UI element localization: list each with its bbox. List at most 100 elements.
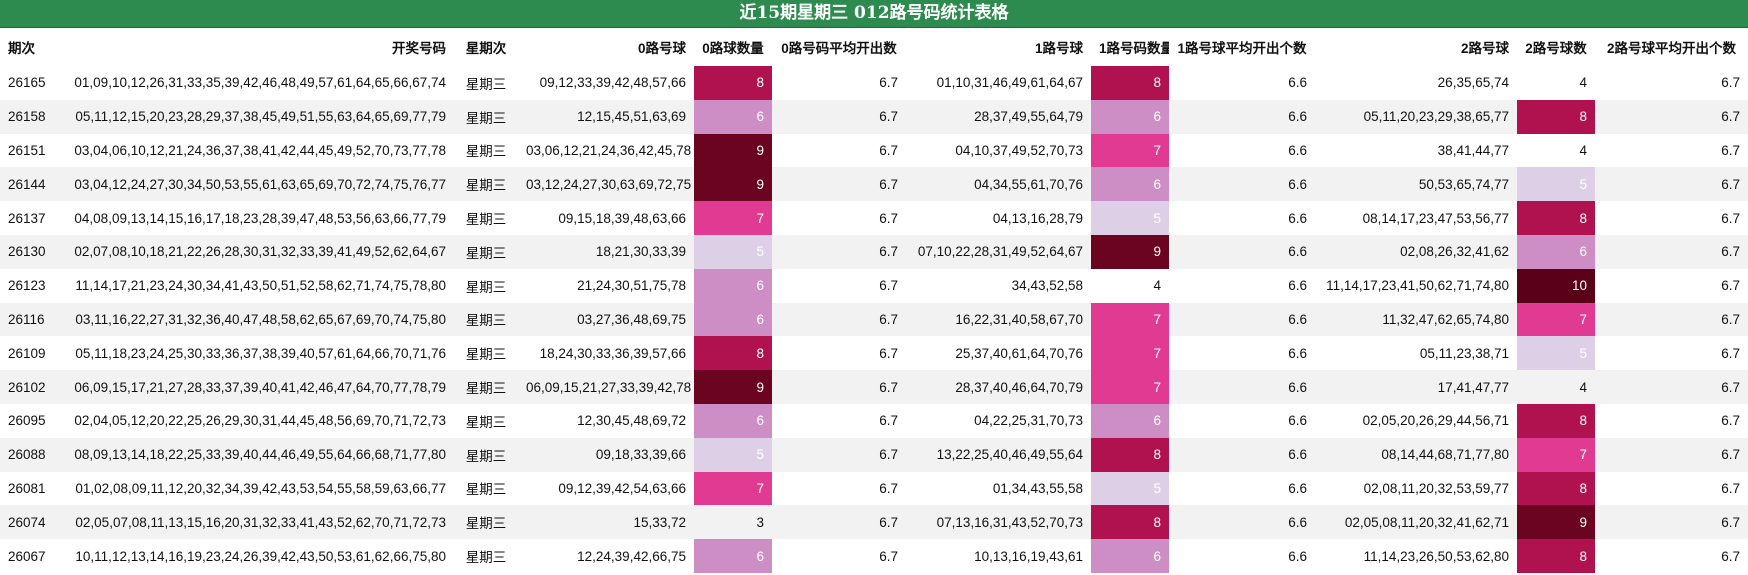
cell-issue: 26088 bbox=[0, 437, 57, 472]
cell-zero-avg: 6.7 bbox=[772, 437, 906, 472]
cell-zero-count: 7 bbox=[694, 201, 772, 235]
table-body: 26165 01,09,10,12,26,31,33,35,39,42,46,48… bbox=[0, 66, 1748, 573]
cell-weekday: 星期三 bbox=[454, 268, 518, 303]
cell-two-count: 10 bbox=[1517, 268, 1595, 303]
cell-one-route: 13,22,25,40,46,49,55,64 bbox=[906, 437, 1091, 472]
table-row: 26095 02,04,05,12,20,22,25,26,29,30,31,44… bbox=[0, 403, 1748, 438]
cell-numbers: 08,09,13,14,18,22,25,33,39,40,44,46,49,5… bbox=[57, 437, 454, 472]
cell-one-route: 04,34,55,61,70,76 bbox=[906, 167, 1091, 202]
cell-numbers: 06,09,15,17,21,27,28,33,37,39,40,41,42,4… bbox=[57, 370, 454, 404]
cell-two-avg: 6.7 bbox=[1595, 437, 1748, 472]
table-row: 26109 05,11,18,23,24,25,30,33,36,37,38,39… bbox=[0, 336, 1748, 371]
cell-one-count: 7 bbox=[1091, 336, 1169, 371]
cell-one-route: 01,34,43,55,58 bbox=[906, 471, 1091, 506]
cell-one-avg: 6.6 bbox=[1169, 234, 1315, 269]
cell-zero-avg: 6.7 bbox=[772, 201, 906, 235]
cell-two-avg: 6.7 bbox=[1595, 133, 1748, 168]
cell-issue: 26116 bbox=[0, 302, 57, 337]
cell-numbers: 02,07,08,10,18,21,22,26,28,30,31,32,33,3… bbox=[57, 234, 454, 269]
cell-numbers: 02,04,05,12,20,22,25,26,29,30,31,44,45,4… bbox=[57, 403, 454, 438]
cell-one-avg: 6.6 bbox=[1169, 403, 1315, 438]
cell-two-count: 4 bbox=[1517, 133, 1595, 168]
cell-one-count: 5 bbox=[1091, 201, 1169, 235]
cell-two-route: 38,41,44,77 bbox=[1315, 133, 1517, 168]
table-row: 26074 02,05,07,08,11,13,15,16,20,31,32,33… bbox=[0, 505, 1748, 540]
cell-one-count: 8 bbox=[1091, 437, 1169, 472]
cell-issue: 26130 bbox=[0, 234, 57, 269]
cell-zero-route: 12,30,45,48,69,72 bbox=[518, 403, 694, 438]
cell-one-avg: 6.6 bbox=[1169, 336, 1315, 371]
cell-two-count: 4 bbox=[1517, 370, 1595, 404]
cell-issue: 26158 bbox=[0, 99, 57, 134]
cell-zero-route: 18,21,30,33,39 bbox=[518, 234, 694, 269]
cell-one-route: 16,22,31,40,58,67,70 bbox=[906, 302, 1091, 337]
cell-zero-count: 6 bbox=[694, 539, 772, 573]
cell-one-count: 8 bbox=[1091, 66, 1169, 100]
header-one-count: 1路号码数量 bbox=[1091, 28, 1169, 66]
cell-two-route: 17,41,47,77 bbox=[1315, 370, 1517, 404]
cell-one-avg: 6.6 bbox=[1169, 471, 1315, 506]
cell-numbers: 03,04,06,10,12,21,24,36,37,38,41,42,44,4… bbox=[57, 133, 454, 168]
cell-zero-avg: 6.7 bbox=[772, 539, 906, 573]
cell-one-count: 7 bbox=[1091, 370, 1169, 404]
cell-one-avg: 6.6 bbox=[1169, 302, 1315, 337]
cell-numbers: 05,11,12,15,20,23,28,29,37,38,45,49,51,5… bbox=[57, 99, 454, 134]
table-row: 26116 03,11,16,22,27,31,32,36,40,47,48,58… bbox=[0, 302, 1748, 337]
cell-zero-route: 18,24,30,33,36,39,57,66 bbox=[518, 336, 694, 371]
cell-issue: 26067 bbox=[0, 539, 57, 573]
cell-zero-avg: 6.7 bbox=[772, 403, 906, 438]
cell-issue: 26123 bbox=[0, 268, 57, 303]
cell-issue: 26095 bbox=[0, 403, 57, 438]
cell-two-route: 02,05,08,11,20,32,41,62,71 bbox=[1315, 505, 1517, 540]
cell-zero-count: 5 bbox=[694, 234, 772, 269]
cell-two-route: 08,14,17,23,47,53,56,77 bbox=[1315, 201, 1517, 235]
cell-issue: 26137 bbox=[0, 201, 57, 235]
stats-table: 期次 开奖号码 星期次 0路号球 0路球数量 0路号码平均开出数 1路号球 1路… bbox=[0, 28, 1748, 573]
cell-two-count: 9 bbox=[1517, 505, 1595, 540]
cell-weekday: 星期三 bbox=[454, 302, 518, 337]
cell-one-route: 28,37,40,46,64,70,79 bbox=[906, 370, 1091, 404]
cell-two-count: 8 bbox=[1517, 403, 1595, 438]
cell-two-avg: 6.7 bbox=[1595, 370, 1748, 404]
cell-one-avg: 6.6 bbox=[1169, 133, 1315, 168]
cell-two-route: 26,35,65,74 bbox=[1315, 66, 1517, 100]
header-weekday: 星期次 bbox=[454, 28, 518, 66]
cell-weekday: 星期三 bbox=[454, 336, 518, 371]
table-row: 26165 01,09,10,12,26,31,33,35,39,42,46,48… bbox=[0, 66, 1748, 100]
cell-weekday: 星期三 bbox=[454, 201, 518, 235]
cell-issue: 26144 bbox=[0, 167, 57, 202]
cell-zero-route: 06,09,15,21,27,33,39,42,78 bbox=[518, 370, 694, 404]
cell-numbers: 01,09,10,12,26,31,33,35,39,42,46,48,49,5… bbox=[57, 66, 454, 100]
cell-weekday: 星期三 bbox=[454, 99, 518, 134]
cell-one-count: 7 bbox=[1091, 133, 1169, 168]
cell-numbers: 11,14,17,21,23,24,30,34,41,43,50,51,52,5… bbox=[57, 268, 454, 303]
cell-two-route: 08,14,44,68,71,77,80 bbox=[1315, 437, 1517, 472]
cell-zero-route: 09,12,33,39,42,48,57,66 bbox=[518, 66, 694, 100]
cell-weekday: 星期三 bbox=[454, 370, 518, 404]
cell-one-route: 25,37,40,61,64,70,76 bbox=[906, 336, 1091, 371]
cell-zero-avg: 6.7 bbox=[772, 268, 906, 303]
cell-one-avg: 6.6 bbox=[1169, 268, 1315, 303]
cell-two-count: 7 bbox=[1517, 302, 1595, 337]
cell-one-count: 6 bbox=[1091, 403, 1169, 438]
cell-zero-route: 12,24,39,42,66,75 bbox=[518, 539, 694, 573]
cell-issue: 26102 bbox=[0, 370, 57, 404]
cell-zero-count: 9 bbox=[694, 133, 772, 168]
cell-numbers: 10,11,12,13,14,16,19,23,24,26,39,42,43,5… bbox=[57, 539, 454, 573]
cell-zero-avg: 6.7 bbox=[772, 505, 906, 540]
cell-two-count: 5 bbox=[1517, 336, 1595, 371]
cell-one-avg: 6.6 bbox=[1169, 167, 1315, 202]
table-row: 26130 02,07,08,10,18,21,22,26,28,30,31,32… bbox=[0, 234, 1748, 269]
cell-one-avg: 6.6 bbox=[1169, 539, 1315, 573]
cell-one-route: 07,13,16,31,43,52,70,73 bbox=[906, 505, 1091, 540]
cell-one-route: 34,43,52,58 bbox=[906, 268, 1091, 303]
cell-issue: 26165 bbox=[0, 66, 57, 100]
table-row: 26144 03,04,12,24,27,30,34,50,53,55,61,63… bbox=[0, 167, 1748, 202]
cell-weekday: 星期三 bbox=[454, 471, 518, 506]
header-issue: 期次 bbox=[0, 28, 57, 66]
cell-zero-route: 03,27,36,48,69,75 bbox=[518, 302, 694, 337]
table-row: 26123 11,14,17,21,23,24,30,34,41,43,50,51… bbox=[0, 268, 1748, 303]
cell-weekday: 星期三 bbox=[454, 234, 518, 269]
cell-one-route: 10,13,16,19,43,61 bbox=[906, 539, 1091, 573]
header-one-route: 1路号球 bbox=[906, 28, 1091, 66]
